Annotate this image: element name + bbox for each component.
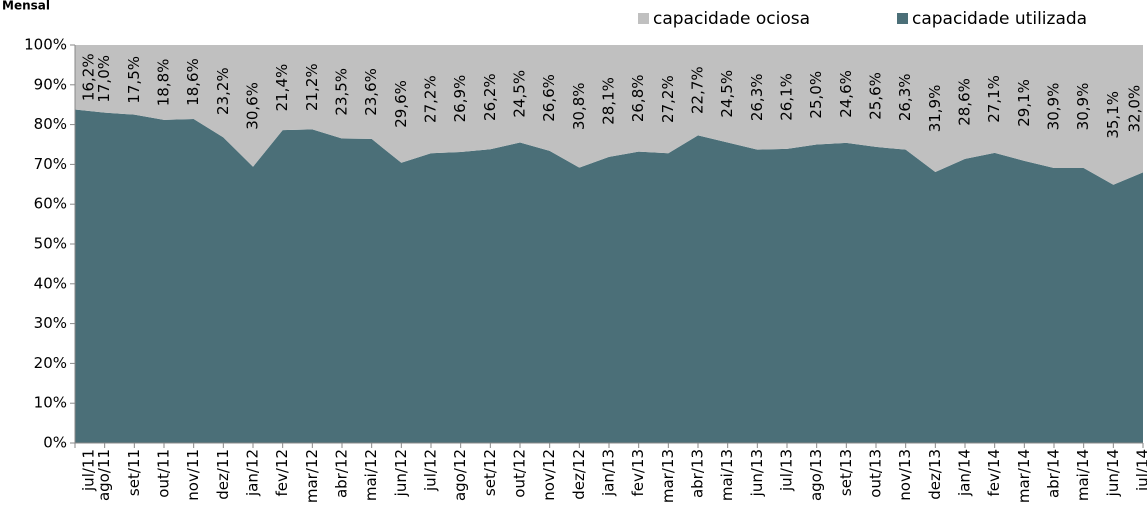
x-tick-label: abr/13 xyxy=(689,449,707,498)
x-tick-label: dez/13 xyxy=(926,449,944,500)
data-label: 27,2% xyxy=(422,75,440,123)
x-tick-label: jan/14 xyxy=(956,449,974,497)
data-label: 27,1% xyxy=(985,75,1003,123)
data-label: 16,2% xyxy=(80,53,98,101)
area xyxy=(75,109,1143,443)
x-tick-label: jul/14 xyxy=(1134,449,1147,492)
x-tick-label: nov/13 xyxy=(896,449,914,501)
x-tick-label: jan/12 xyxy=(244,449,262,497)
x-tick-label: dez/11 xyxy=(214,449,232,500)
area xyxy=(75,45,1143,185)
data-label: 23,5% xyxy=(333,68,351,116)
x-tick-label: dez/12 xyxy=(570,449,588,500)
x-tick-label: nov/11 xyxy=(184,449,202,501)
x-tick-label: mar/14 xyxy=(1015,449,1033,503)
data-label: 26,9% xyxy=(451,75,469,123)
x-tick-label: out/12 xyxy=(511,449,529,498)
y-tick-label: 40% xyxy=(34,274,67,292)
data-label: 25,6% xyxy=(867,72,885,120)
data-label: 24,5% xyxy=(718,70,736,118)
y-tick-label: 50% xyxy=(34,235,67,253)
data-label: 26,6% xyxy=(540,74,558,122)
data-label: 26,8% xyxy=(629,75,647,123)
data-label: 32,0% xyxy=(1126,85,1144,133)
x-tick-label: jun/12 xyxy=(392,449,410,497)
y-tick-label: 0% xyxy=(43,434,67,452)
x-tick-label: fev/14 xyxy=(985,449,1003,497)
data-label: 23,6% xyxy=(362,68,380,116)
y-tick-label: 60% xyxy=(34,195,67,213)
x-tick-label: jul/11 xyxy=(80,449,98,492)
x-tick-label: jun/14 xyxy=(1104,449,1122,497)
data-label: 17,5% xyxy=(125,56,143,104)
x-tick-label: jan/13 xyxy=(600,449,618,497)
data-label: 21,2% xyxy=(303,63,321,111)
x-tick-label: mai/13 xyxy=(718,449,736,501)
data-label: 30,8% xyxy=(570,82,588,130)
x-tick-label: nov/12 xyxy=(540,449,558,501)
x-tick-label: set/11 xyxy=(125,449,143,496)
data-label: 21,4% xyxy=(273,64,291,112)
x-tick-label: mar/13 xyxy=(659,449,677,503)
y-tick-label: 100% xyxy=(24,36,67,54)
x-tick-label: abr/12 xyxy=(333,449,351,498)
y-tick-label: 90% xyxy=(34,75,67,93)
data-label: 28,1% xyxy=(600,77,618,125)
x-tick-label: fev/13 xyxy=(629,449,647,497)
data-label: 18,8% xyxy=(155,59,173,107)
data-label: 28,6% xyxy=(956,78,974,126)
y-tick-label: 10% xyxy=(34,394,67,412)
data-label: 26,3% xyxy=(748,74,766,122)
x-tick-label: out/13 xyxy=(867,449,885,498)
data-label: 29,1% xyxy=(1015,79,1033,127)
x-tick-label: mar/12 xyxy=(303,449,321,503)
x-tick-label: mai/12 xyxy=(362,449,380,501)
data-label: 30,9% xyxy=(1045,83,1063,131)
y-tick-label: 30% xyxy=(34,314,67,332)
data-label: 17,0% xyxy=(95,55,113,103)
data-label: 24,5% xyxy=(511,70,529,118)
legend-swatch xyxy=(897,13,908,24)
legend-label: capacidade ociosa xyxy=(653,9,810,29)
data-label: 30,6% xyxy=(244,82,262,130)
x-tick-label: jun/13 xyxy=(748,449,766,497)
data-label: 26,1% xyxy=(778,73,796,121)
x-tick-label: ago/11 xyxy=(95,449,113,501)
data-label: 29,6% xyxy=(392,80,410,128)
data-label: 22,7% xyxy=(689,66,707,114)
x-tick-label: mai/14 xyxy=(1074,449,1092,501)
data-label: 24,6% xyxy=(837,70,855,118)
data-label: 31,9% xyxy=(926,85,944,133)
x-tick-label: out/11 xyxy=(155,449,173,498)
data-label: 26,2% xyxy=(481,73,499,121)
x-tick-label: jul/12 xyxy=(422,449,440,492)
x-tick-label: set/12 xyxy=(481,449,499,496)
x-tick-label: fev/12 xyxy=(273,449,291,497)
chart-title: Mensal xyxy=(2,0,50,13)
y-tick-label: 20% xyxy=(34,354,67,372)
data-label: 30,9% xyxy=(1074,83,1092,131)
x-tick-label: abr/14 xyxy=(1045,449,1063,498)
data-label: 35,1% xyxy=(1104,91,1122,139)
x-tick-label: jul/13 xyxy=(778,449,796,492)
data-label: 18,6% xyxy=(184,58,202,106)
x-tick-label: ago/13 xyxy=(807,449,825,501)
x-tick-label: ago/12 xyxy=(451,449,469,501)
x-tick-label: set/13 xyxy=(837,449,855,496)
data-label: 26,3% xyxy=(896,74,914,122)
data-label: 23,2% xyxy=(214,67,232,115)
y-tick-label: 70% xyxy=(34,155,67,173)
data-label: 25,0% xyxy=(807,71,825,119)
data-label: 27,2% xyxy=(659,75,677,123)
legend-label: capacidade utilizada xyxy=(912,9,1087,29)
legend-swatch xyxy=(638,13,649,24)
y-tick-label: 80% xyxy=(34,115,67,133)
